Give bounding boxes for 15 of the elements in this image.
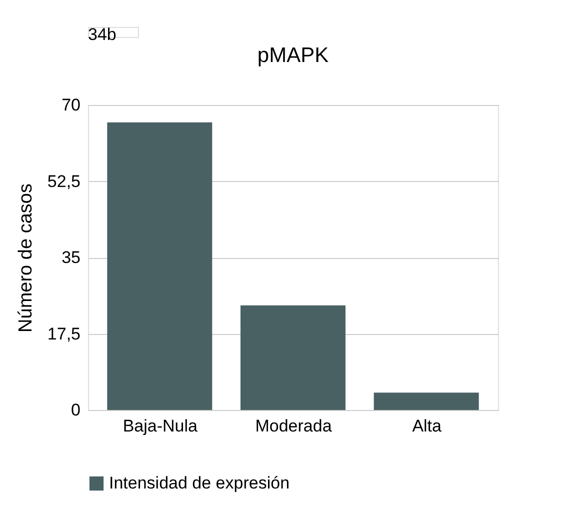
y-tick-label: 35 bbox=[62, 248, 80, 267]
x-tick-label: Moderada bbox=[255, 416, 332, 436]
y-tick-label: 0 bbox=[71, 400, 80, 420]
bar bbox=[240, 305, 346, 410]
x-tick-label: Baja-Nula bbox=[122, 416, 198, 436]
y-tick-label: 52,5 bbox=[47, 172, 80, 191]
y-tick-label: 17,5 bbox=[47, 324, 80, 344]
x-tick-label: Alta bbox=[412, 416, 442, 436]
y-tick-label: 70 bbox=[62, 96, 80, 114]
bar bbox=[107, 122, 212, 410]
chart-title: pMAPK bbox=[257, 44, 329, 67]
bar bbox=[374, 392, 479, 410]
y-axis-title: Número de casos bbox=[15, 184, 36, 332]
legend-label: Intensidad de expresión bbox=[109, 474, 290, 492]
text: 34b bbox=[88, 25, 116, 44]
